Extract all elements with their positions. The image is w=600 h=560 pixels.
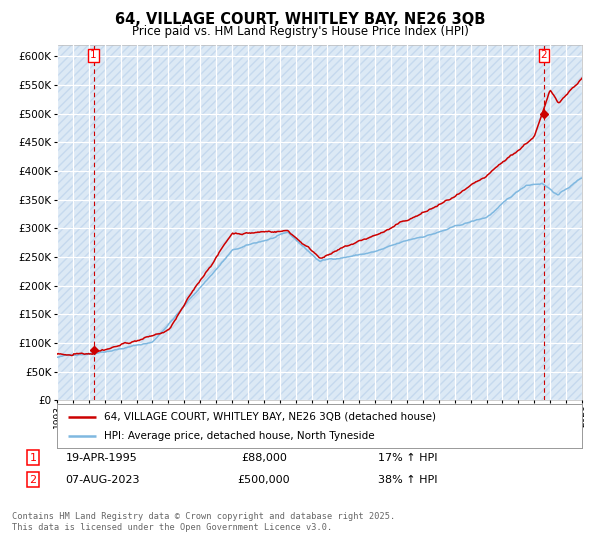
Text: 64, VILLAGE COURT, WHITLEY BAY, NE26 3QB (detached house): 64, VILLAGE COURT, WHITLEY BAY, NE26 3QB…: [104, 412, 436, 422]
Text: Price paid vs. HM Land Registry's House Price Index (HPI): Price paid vs. HM Land Registry's House …: [131, 25, 469, 38]
Text: 2: 2: [541, 50, 547, 60]
Text: 19-APR-1995: 19-APR-1995: [66, 452, 138, 463]
Text: 1: 1: [90, 50, 97, 60]
Text: 17% ↑ HPI: 17% ↑ HPI: [378, 452, 438, 463]
Text: £500,000: £500,000: [238, 475, 290, 485]
Text: Contains HM Land Registry data © Crown copyright and database right 2025.
This d: Contains HM Land Registry data © Crown c…: [12, 512, 395, 532]
Text: 38% ↑ HPI: 38% ↑ HPI: [378, 475, 438, 485]
Text: 07-AUG-2023: 07-AUG-2023: [65, 475, 139, 485]
Text: 64, VILLAGE COURT, WHITLEY BAY, NE26 3QB: 64, VILLAGE COURT, WHITLEY BAY, NE26 3QB: [115, 12, 485, 27]
Text: HPI: Average price, detached house, North Tyneside: HPI: Average price, detached house, Nort…: [104, 431, 375, 441]
Text: 1: 1: [29, 452, 37, 463]
Text: 2: 2: [29, 475, 37, 485]
Text: £88,000: £88,000: [241, 452, 287, 463]
